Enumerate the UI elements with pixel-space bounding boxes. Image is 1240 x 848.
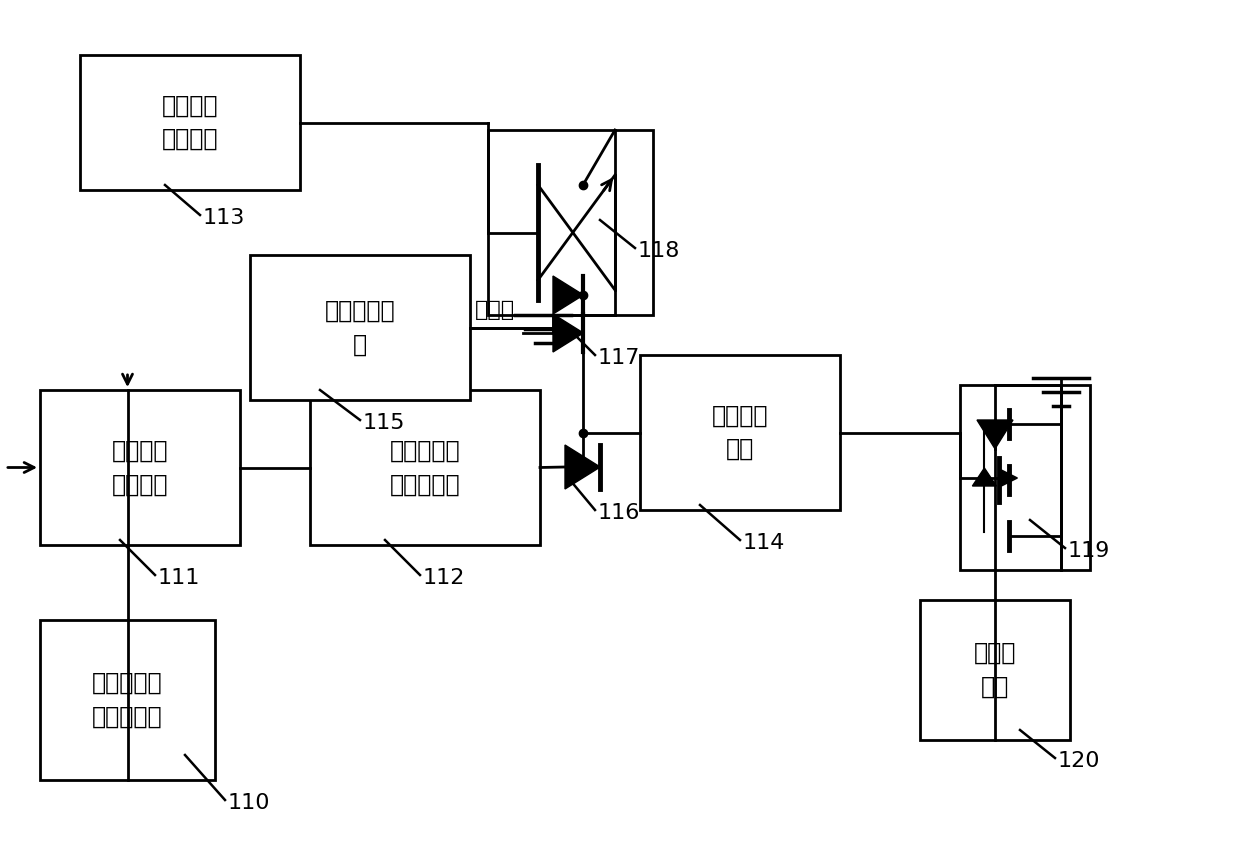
Bar	[920, 600, 1070, 740]
Polygon shape	[1002, 470, 1017, 486]
Text: 113: 113	[203, 208, 246, 228]
Text: 110: 110	[228, 793, 270, 813]
Text: 太阳电
池阵: 太阳电 池阵	[973, 641, 1017, 699]
Bar	[40, 390, 241, 545]
Text: 启动过压保
护比较电路: 启动过压保 护比较电路	[389, 438, 460, 496]
Bar	[250, 255, 470, 400]
Bar	[310, 390, 539, 545]
Text: 分流控制电
路: 分流控制电 路	[325, 298, 396, 356]
Bar	[489, 130, 653, 315]
Bar	[40, 620, 215, 780]
Text: 117: 117	[598, 348, 640, 368]
Text: 114: 114	[743, 533, 785, 553]
Text: 118: 118	[639, 241, 681, 261]
Polygon shape	[977, 420, 1013, 449]
Polygon shape	[565, 445, 600, 489]
Text: 115: 115	[363, 413, 405, 433]
Text: 116: 116	[598, 503, 640, 523]
Polygon shape	[972, 468, 997, 486]
Bar	[960, 385, 1090, 570]
Text: 120: 120	[1058, 751, 1101, 771]
Text: 电源控制单
机一次母线: 电源控制单 机一次母线	[92, 672, 162, 728]
Text: 驱动执行
电路: 驱动执行 电路	[712, 404, 769, 461]
Polygon shape	[553, 276, 583, 314]
Text: 112: 112	[423, 568, 465, 588]
Text: 启动欠压
保护电路: 启动欠压 保护电路	[161, 94, 218, 151]
Text: 高电平: 高电平	[475, 299, 515, 320]
Text: 119: 119	[1068, 541, 1110, 561]
Bar	[640, 355, 839, 510]
Bar	[81, 55, 300, 190]
Text: 111: 111	[157, 568, 201, 588]
Text: 母线电压
采样电路: 母线电压 采样电路	[112, 438, 169, 496]
Polygon shape	[553, 314, 583, 352]
